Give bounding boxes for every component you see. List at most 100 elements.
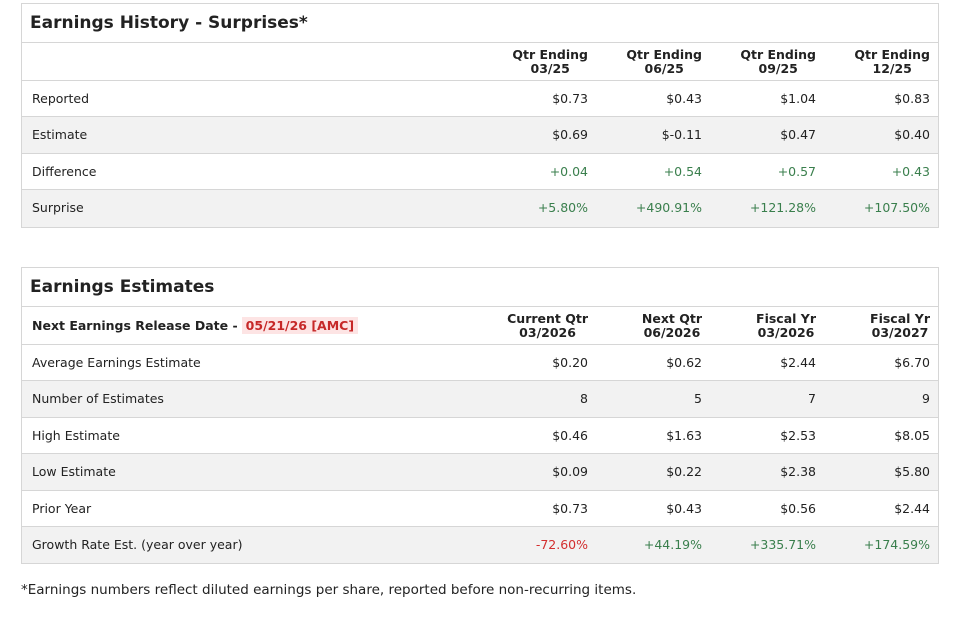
release-date: 05/21/26 [AMC] bbox=[241, 317, 359, 334]
column-header: Current Qtr 03/2026 bbox=[474, 312, 588, 340]
cell-value: $0.69 bbox=[552, 127, 588, 143]
row-label: High Estimate bbox=[32, 427, 120, 443]
cell-value: $6.70 bbox=[894, 355, 930, 370]
cell-value: $0.47 bbox=[780, 127, 816, 143]
cell-value: -72.60% bbox=[535, 536, 588, 552]
column-header-line: Fiscal Yr bbox=[756, 311, 816, 326]
row-label: Growth Rate Est. (year over year) bbox=[32, 536, 243, 552]
column-header-text: Qtr Ending 06/25 bbox=[626, 48, 702, 76]
cell-value: $-0.11 bbox=[661, 127, 702, 143]
cell-value: +44.19% bbox=[643, 536, 702, 552]
cell-value: 5 bbox=[694, 391, 702, 407]
column-header-line: 09/25 bbox=[758, 61, 798, 76]
row-label: Reported bbox=[32, 91, 90, 106]
data-row: Low Estimate $0.09 $0.22 $2.38 $5.80 bbox=[22, 454, 938, 491]
row-label: Prior Year bbox=[32, 500, 92, 516]
column-header-line: Fiscal Yr bbox=[870, 311, 930, 326]
cell-value: +5.80% bbox=[537, 200, 588, 216]
row-label: Surprise bbox=[32, 200, 84, 216]
data-row: Growth Rate Est. (year over year) -72.60%… bbox=[22, 526, 938, 564]
column-header: Qtr Ending 03/25 bbox=[474, 48, 588, 76]
row-label: Number of Estimates bbox=[32, 391, 164, 407]
cell-value: $0.40 bbox=[894, 127, 930, 143]
cell-value: $0.43 bbox=[666, 500, 702, 516]
data-row: Surprise +5.80% +490.91% +121.28% +107.50% bbox=[22, 190, 938, 227]
column-header-line: Qtr Ending bbox=[854, 47, 930, 62]
cell-value: $2.53 bbox=[780, 427, 816, 443]
column-header-line: 06/2026 bbox=[643, 325, 701, 340]
cell-value: $0.73 bbox=[552, 500, 588, 516]
earnings-estimates-table: Earnings Estimates Next Earnings Release… bbox=[21, 267, 939, 565]
column-header-line: 03/25 bbox=[530, 61, 570, 76]
column-header-text: Fiscal Yr 03/2027 bbox=[870, 312, 930, 340]
cell-value: +0.43 bbox=[891, 163, 930, 179]
column-header-line: 03/2026 bbox=[757, 325, 815, 340]
header-row: Next Earnings Release Date -05/21/26 [AM… bbox=[22, 307, 938, 345]
column-header-line: 12/25 bbox=[872, 61, 912, 76]
column-header-line: Qtr Ending bbox=[512, 47, 588, 62]
cell-value: +107.50% bbox=[863, 200, 930, 216]
column-header-text: Next Qtr 06/2026 bbox=[642, 312, 702, 340]
cell-value: $0.20 bbox=[552, 355, 588, 370]
column-header-text: Current Qtr 03/2026 bbox=[507, 312, 588, 340]
cell-value: $2.44 bbox=[780, 355, 816, 370]
column-header-line: 03/2027 bbox=[871, 325, 929, 340]
cell-value: $0.43 bbox=[666, 91, 702, 106]
cell-value: $0.73 bbox=[552, 91, 588, 106]
column-header-text: Qtr Ending 03/25 bbox=[512, 48, 588, 76]
section-title: Earnings History - Surprises* bbox=[22, 4, 938, 43]
column-header-line: Qtr Ending bbox=[626, 47, 702, 62]
column-header: Fiscal Yr 03/2027 bbox=[816, 312, 930, 340]
cell-value: $8.05 bbox=[894, 427, 930, 443]
column-header-text: Fiscal Yr 03/2026 bbox=[756, 312, 816, 340]
column-header: Qtr Ending 06/25 bbox=[588, 48, 702, 76]
row-label: Average Earnings Estimate bbox=[32, 355, 201, 370]
cell-value: $0.83 bbox=[894, 91, 930, 106]
cell-value: +0.54 bbox=[663, 163, 702, 179]
data-row: Reported $0.73 $0.43 $1.04 $0.83 bbox=[22, 81, 938, 118]
data-row: Average Earnings Estimate $0.20 $0.62 $2.44… bbox=[22, 345, 938, 382]
section-title: Earnings Estimates bbox=[22, 268, 938, 307]
column-header-line: Current Qtr bbox=[507, 311, 588, 326]
data-row: Number of Estimates 8 5 7 9 bbox=[22, 381, 938, 418]
data-row: Estimate $0.69 $-0.11 $0.47 $0.40 bbox=[22, 117, 938, 154]
cell-value: 8 bbox=[580, 391, 588, 407]
release-label: Next Earnings Release Date - bbox=[32, 318, 238, 333]
column-header-line: Next Qtr bbox=[641, 311, 702, 326]
footnote: *Earnings numbers reflect diluted earnin… bbox=[21, 582, 637, 598]
cell-value: $0.56 bbox=[780, 500, 816, 516]
cell-value: $5.80 bbox=[894, 464, 930, 480]
cell-value: 9 bbox=[922, 391, 930, 407]
release-info: Next Earnings Release Date -05/21/26 [AM… bbox=[32, 307, 359, 345]
header-row: Qtr Ending 03/25 Qtr Ending 06/25 Qtr Ending… bbox=[22, 43, 938, 81]
cell-value: $2.38 bbox=[780, 464, 816, 480]
column-header-text: Qtr Ending 12/25 bbox=[854, 48, 930, 76]
cell-value: $1.04 bbox=[780, 91, 816, 106]
row-label: Estimate bbox=[32, 127, 88, 143]
cell-value: +0.04 bbox=[549, 163, 588, 179]
cell-value: $2.44 bbox=[894, 500, 930, 516]
column-header-line: Qtr Ending bbox=[740, 47, 816, 62]
cell-value: $0.62 bbox=[666, 355, 702, 370]
data-row: High Estimate $0.46 $1.63 $2.53 $8.05 bbox=[22, 418, 938, 455]
row-label: Difference bbox=[32, 163, 97, 179]
column-header: Next Qtr 06/2026 bbox=[588, 312, 702, 340]
earnings-history-table: Earnings History - Surprises* Qtr Ending… bbox=[21, 3, 939, 228]
cell-value: +335.71% bbox=[749, 536, 816, 552]
cell-value: $0.22 bbox=[666, 464, 702, 480]
data-row: Difference +0.04 +0.54 +0.57 +0.43 bbox=[22, 154, 938, 191]
cell-value: +174.59% bbox=[863, 536, 930, 552]
column-header-text: Qtr Ending 09/25 bbox=[740, 48, 816, 76]
column-header-line: 03/2026 bbox=[519, 325, 576, 340]
cell-value: +490.91% bbox=[635, 200, 702, 216]
column-header: Qtr Ending 12/25 bbox=[816, 48, 930, 76]
data-row: Prior Year $0.73 $0.43 $0.56 $2.44 bbox=[22, 491, 938, 527]
cell-value: 7 bbox=[808, 391, 816, 407]
cell-value: $0.46 bbox=[552, 427, 588, 443]
cell-value: +121.28% bbox=[749, 200, 816, 216]
column-header: Qtr Ending 09/25 bbox=[702, 48, 816, 76]
cell-value: $0.09 bbox=[552, 464, 588, 480]
column-header-line: 06/25 bbox=[644, 61, 684, 76]
cell-value: +0.57 bbox=[777, 163, 816, 179]
row-label: Low Estimate bbox=[32, 464, 116, 480]
